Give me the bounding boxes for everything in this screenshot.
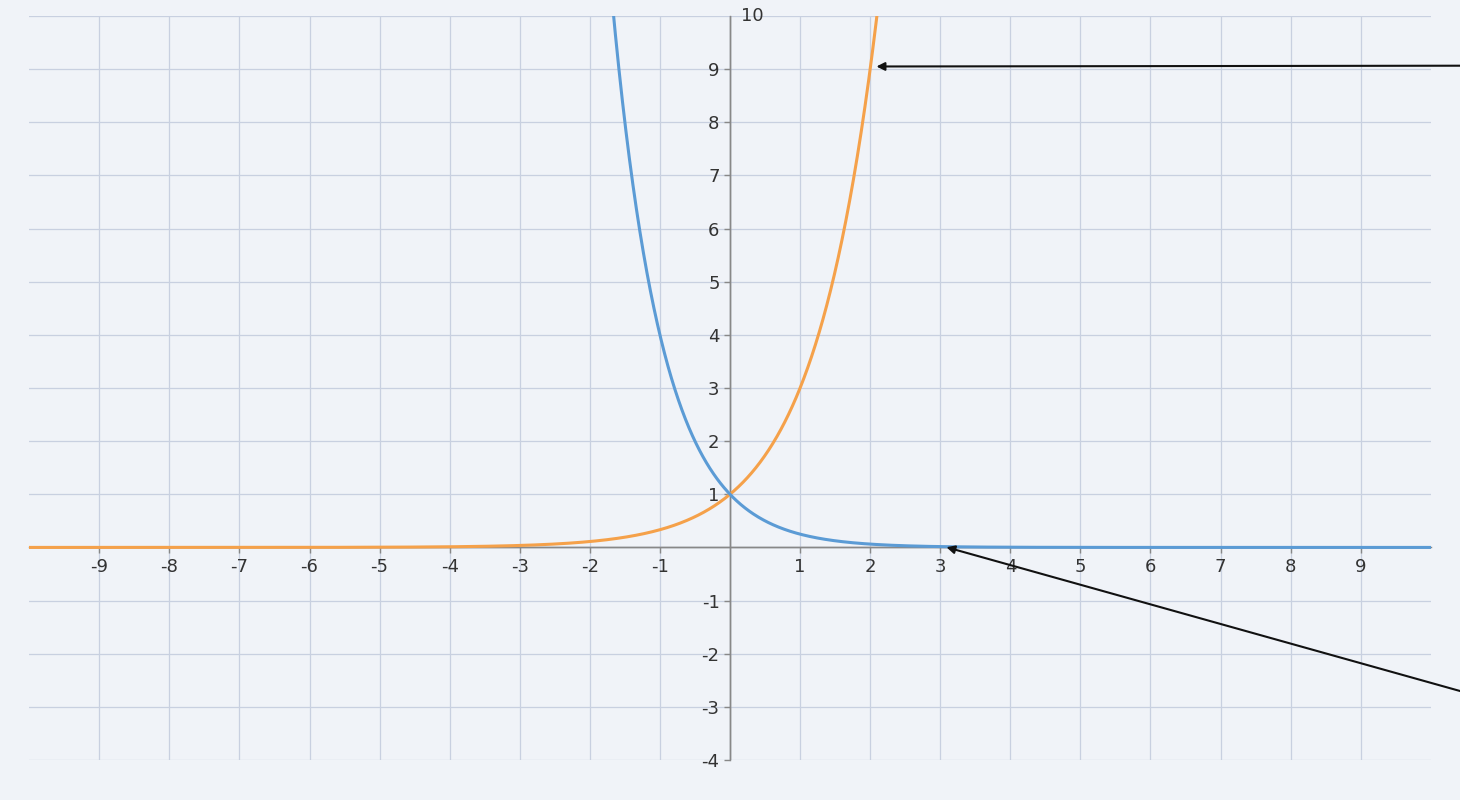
Text: This is an exponential
growth function with
an exponential base
of 3.: This is an exponential growth function w…: [879, 25, 1460, 106]
Text: 10: 10: [740, 7, 764, 25]
Text: This is an exponential
decay function with a
base of 1/4.: This is an exponential decay function wi…: [949, 546, 1460, 800]
